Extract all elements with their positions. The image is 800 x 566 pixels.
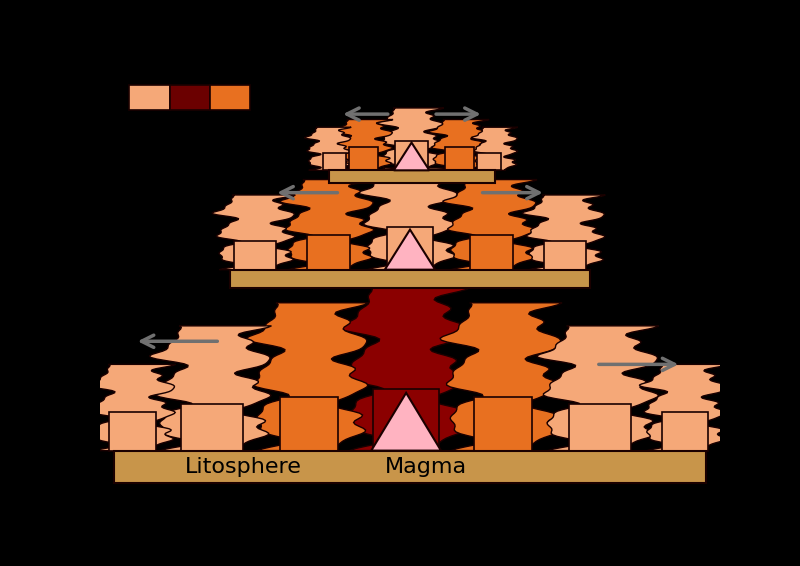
Polygon shape xyxy=(358,168,458,269)
Bar xyxy=(307,235,350,269)
Bar xyxy=(110,412,156,451)
Polygon shape xyxy=(471,127,518,170)
Bar xyxy=(230,269,590,288)
Polygon shape xyxy=(86,365,175,451)
Bar xyxy=(470,235,513,269)
Text: Magma: Magma xyxy=(385,457,466,477)
Bar xyxy=(662,412,708,451)
Bar xyxy=(544,241,586,269)
Polygon shape xyxy=(305,127,351,170)
Polygon shape xyxy=(639,365,728,451)
Polygon shape xyxy=(212,195,295,269)
Bar xyxy=(170,85,210,109)
Bar xyxy=(130,85,170,109)
Bar xyxy=(478,153,501,170)
Polygon shape xyxy=(394,143,430,170)
Polygon shape xyxy=(378,108,444,170)
Polygon shape xyxy=(442,179,537,269)
Bar xyxy=(182,405,243,451)
Bar xyxy=(280,397,338,451)
Bar xyxy=(445,147,474,170)
Bar xyxy=(210,85,250,109)
Polygon shape xyxy=(440,303,562,451)
Polygon shape xyxy=(338,288,470,451)
Polygon shape xyxy=(280,179,374,269)
Bar xyxy=(569,405,631,451)
Bar xyxy=(349,147,378,170)
Bar xyxy=(474,397,532,451)
Polygon shape xyxy=(522,195,606,269)
Bar xyxy=(234,241,276,269)
Polygon shape xyxy=(150,326,271,451)
Bar xyxy=(114,451,706,483)
Bar xyxy=(373,389,439,451)
Bar xyxy=(329,170,495,183)
Polygon shape xyxy=(537,326,659,451)
Polygon shape xyxy=(332,119,393,170)
Polygon shape xyxy=(385,230,435,269)
Text: Litosphere: Litosphere xyxy=(185,457,302,477)
Bar xyxy=(386,228,434,269)
Polygon shape xyxy=(428,119,489,170)
Bar xyxy=(323,153,346,170)
Bar xyxy=(395,141,428,170)
Polygon shape xyxy=(371,393,441,451)
Polygon shape xyxy=(246,303,368,451)
